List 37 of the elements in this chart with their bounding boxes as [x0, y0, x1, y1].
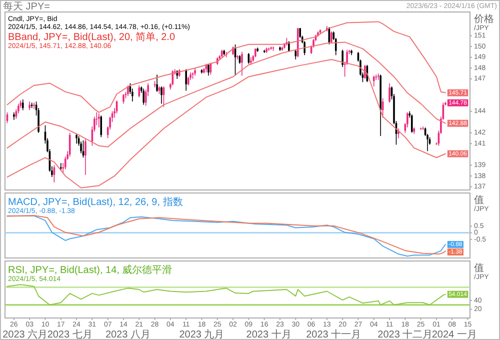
candlestick	[13, 112, 15, 120]
candlestick	[294, 49, 297, 60]
candlestick	[160, 86, 162, 104]
x2-tick-label: 2024 一月	[432, 330, 477, 340]
candlestick	[142, 88, 145, 106]
candlestick	[156, 74, 158, 92]
candlestick	[185, 68, 187, 92]
candlestick	[127, 84, 129, 97]
annotation: RSI, JPY=, Bid(Last), 14, 威尔德平滑	[8, 264, 172, 276]
candlestick	[388, 82, 390, 104]
candlestick	[270, 46, 272, 50]
candlestick	[60, 162, 62, 171]
candlestick	[98, 113, 100, 128]
candlestick	[84, 138, 86, 176]
x2-tick-label: 2023 十月	[246, 328, 292, 340]
candlestick	[33, 102, 35, 110]
x2-tick-label: 2023 九月	[179, 328, 224, 340]
candlestick	[410, 114, 413, 134]
candlestick	[138, 84, 140, 98]
annotation: BBand, JPY=, Bid(Last), 20, 简单, 2.0	[8, 31, 176, 43]
candlestick	[342, 49, 344, 68]
candlestick	[22, 98, 24, 111]
candlestick	[372, 75, 375, 87]
candlestick	[100, 115, 102, 138]
x2-tick-label: 2023 八月	[105, 330, 150, 340]
x2-tick-label: 2023 七月	[47, 328, 92, 340]
candlestick	[364, 64, 366, 80]
candlestick	[208, 63, 210, 76]
candlestick	[330, 31, 332, 44]
candlestick	[76, 134, 78, 144]
x2-tick-label: 2023 十一月	[306, 328, 362, 340]
x2-tick-label: 2023 十二月	[378, 328, 433, 340]
x2-tick-label: 2023 六月	[2, 328, 48, 340]
chart-title: 每天 JPY=	[3, 0, 50, 12]
candlestick	[241, 52, 243, 76]
annotation: MACD, JPY=, Bid(Last), 12, 26, 9, 指数	[8, 196, 183, 208]
candlestick	[122, 94, 124, 104]
